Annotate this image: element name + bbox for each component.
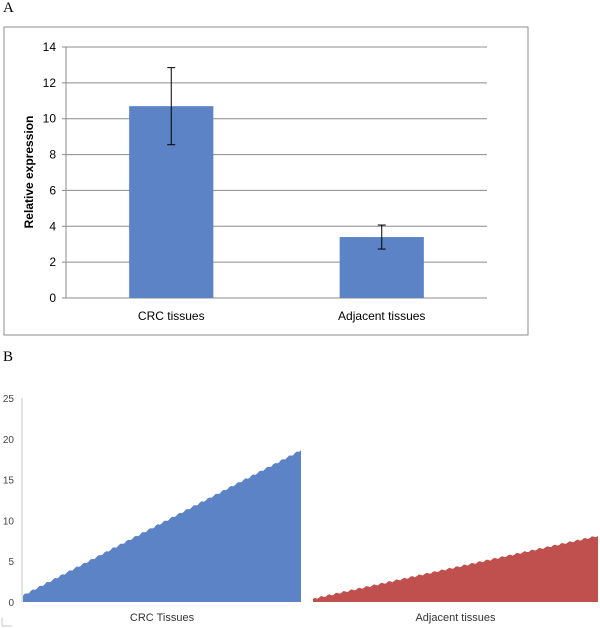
chart-a-error-bar	[167, 67, 176, 146]
chart-a-error-bar	[377, 224, 386, 250]
chart-a-y-axis-title: Relative expression	[22, 116, 36, 229]
chart-a-y-ticks: 0 2 4 6 8 10 12 14	[43, 40, 66, 305]
chart-a-y-tick-label: 14	[43, 40, 57, 54]
chart-a-y-tick-label: 0	[49, 291, 56, 305]
chart-a-category-label: CRC tissues	[138, 309, 205, 323]
chart-a-y-tick-label: 8	[49, 148, 56, 162]
panel-b-label: B	[3, 349, 14, 365]
chart-a-frame	[3, 26, 529, 336]
panel-a-label: A	[3, 0, 14, 16]
chart-a-category-labels: CRC tissues Adjacent tissues	[138, 309, 426, 323]
chart-a-category-label: Adjacent tissues	[338, 309, 425, 323]
chart-a-y-tick-label: 4	[49, 219, 56, 233]
chart-a-y-tick-label: 2	[49, 255, 56, 269]
chart-a-y-tick-label: 12	[43, 76, 57, 90]
chart-a-gridlines	[65, 46, 487, 299]
chart-a-bars	[129, 106, 424, 299]
chart-a-y-tick-label: 10	[43, 112, 57, 126]
chart-a-error-bars	[167, 67, 386, 250]
chart-a-y-tick-label: 6	[49, 183, 56, 197]
